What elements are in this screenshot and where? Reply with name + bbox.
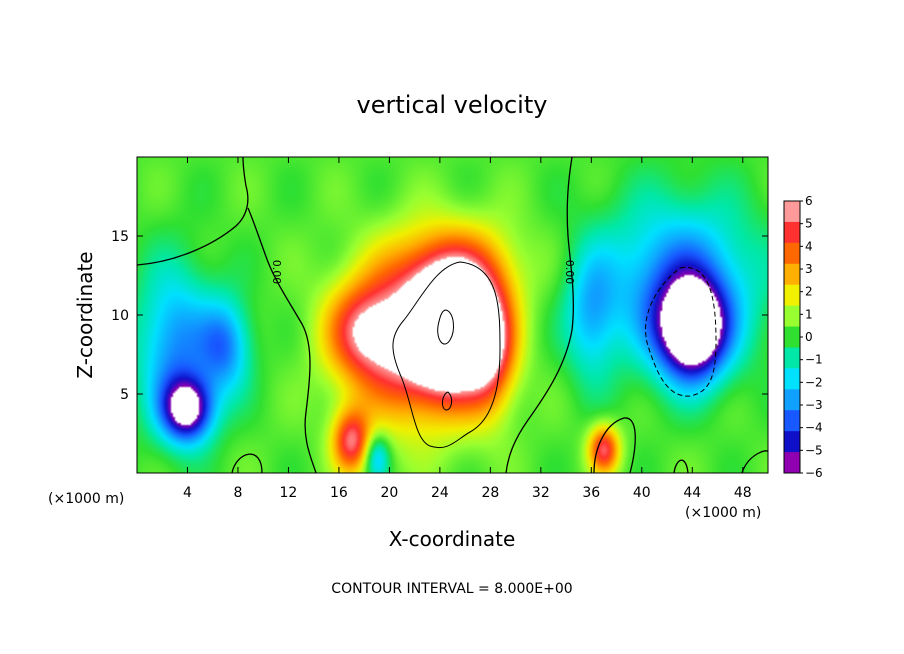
x-tick-label: 40 [633,485,651,501]
negative-contour [645,266,717,397]
colorbar-segment [784,284,800,307]
zero-contour-lower-right [593,417,636,473]
x-tick-label: 36 [582,485,600,501]
x-ticks: 4 8 12 16 20 24 28 32 36 40 44 48 [183,157,752,501]
y-tick-label: 15 [111,229,129,245]
x-tick-label: 44 [683,485,701,501]
x-unit-label-right: (×1000 m) [685,505,761,521]
velocity-field [137,157,768,473]
x-tick-label: 8 [233,485,242,501]
contour-label-2: 0.00 [563,260,576,285]
colorbar-tick-label: 4 [805,239,813,253]
colorbar-tick-label: 5 [805,217,813,231]
colorbar-tick-label: −5 [805,443,823,457]
x-tick-label: 32 [532,485,550,501]
x-tick-label: 48 [734,485,752,501]
colorbar-segment [784,452,800,474]
colorbar-segment [784,389,800,411]
colorbar-tick-label: 1 [805,307,813,321]
contour-interval-text: CONTOUR INTERVAL = 8.000E+00 [331,581,572,597]
colorbar-segment [784,263,800,286]
colorbar-tick-label: 0 [805,330,813,344]
x-axis-label: X-coordinate [389,527,516,551]
colorbar-tick-label: 2 [805,285,813,299]
inner-contour-top [437,309,454,345]
y-ticks: 5 10 15 [111,229,768,403]
colorbar-tick-label: 6 [805,194,813,208]
chart-title: vertical velocity [357,91,548,119]
y-axis-label: Z-coordinate [73,251,97,378]
colorbar-tick-label: 3 [805,262,813,276]
colorbar-tick-label: −2 [805,375,823,389]
y-tick-label: 10 [111,308,129,324]
colorbar: 6 5 4 3 2 1 0 −1 −2 −3 −4 −5 −6 [783,194,823,480]
x-tick-label: 12 [280,485,298,501]
contour-label: 0.00 [270,260,283,285]
contour-lines [137,157,768,473]
zero-contour-left [137,157,317,473]
plot-area: 0.00 0.00 [137,157,768,473]
x-tick-label: 16 [330,485,348,501]
y-tick-label: 5 [120,387,129,403]
x-tick-label: 28 [481,485,499,501]
x-tick-label: 20 [380,485,398,501]
colorbar-tick-label: −6 [805,466,823,480]
colorbar-segment [784,368,800,390]
colorbar-segment [784,242,800,265]
colorbar-segment [784,201,800,223]
x-tick-label: 24 [431,485,449,501]
zero-contour-bottom [231,450,768,473]
colorbar-segment [784,305,800,328]
colorbar-segment [784,347,800,369]
colorbar-segment [784,431,800,453]
colorbar-segment [784,410,800,432]
x-unit-label-left: (×1000 m) [48,491,124,507]
x-tick-label: 4 [183,485,192,501]
zero-contour-mid [505,157,574,473]
colorbar-segment [784,221,800,244]
colorbar-segment [784,326,800,348]
colorbar-tick-label: −4 [805,421,823,435]
inner-contour-bottom [441,391,453,411]
colorbar-tick-label: −1 [805,353,823,367]
colorbar-tick-label: −3 [805,398,823,412]
positive-contour [392,261,501,448]
